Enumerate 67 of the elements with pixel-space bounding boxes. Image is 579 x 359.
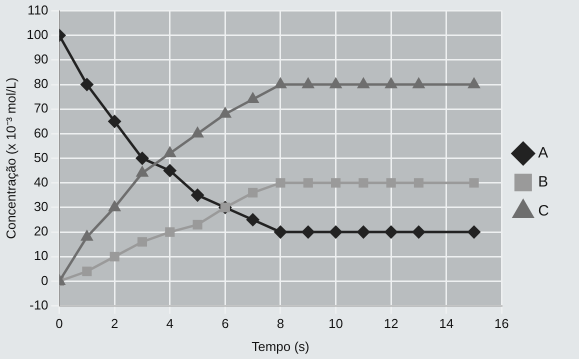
x-tick-label: 4 xyxy=(166,316,174,332)
point xyxy=(330,178,341,188)
point xyxy=(220,108,231,118)
y-tick-label: 30 xyxy=(34,199,48,214)
point xyxy=(468,78,480,88)
point xyxy=(80,78,94,91)
point xyxy=(248,188,258,198)
point xyxy=(357,226,370,238)
y-tick-label: 0 xyxy=(41,272,48,288)
point xyxy=(276,178,286,188)
y-tick-label: 20 xyxy=(34,224,48,239)
x-tick-label: 2 xyxy=(110,316,118,332)
point xyxy=(414,178,424,188)
y-tick-label: -10 xyxy=(29,297,48,312)
point xyxy=(137,237,148,247)
x-tick-label: 14 xyxy=(439,316,454,332)
point xyxy=(109,201,120,212)
y-tick-label: 100 xyxy=(26,26,48,42)
x-tick-label: 10 xyxy=(328,316,344,332)
point xyxy=(330,226,342,238)
y-tick-label: 40 xyxy=(34,174,48,190)
point xyxy=(191,188,204,202)
point xyxy=(302,226,314,238)
point xyxy=(136,166,148,177)
x-tick-label: 16 xyxy=(494,316,509,332)
point xyxy=(386,178,396,188)
point xyxy=(469,178,479,188)
point xyxy=(192,127,204,138)
x-tick-label: 8 xyxy=(276,316,284,332)
point xyxy=(165,227,175,237)
point xyxy=(246,214,260,226)
point xyxy=(274,226,287,238)
x-tick-label: 12 xyxy=(384,316,398,332)
point xyxy=(247,93,258,104)
y-tick-label: 70 xyxy=(34,100,48,116)
x-tick-label: 6 xyxy=(222,316,229,332)
legend-label: C xyxy=(538,202,550,220)
point xyxy=(192,220,202,230)
y-tick-label: 10 xyxy=(34,248,48,264)
point xyxy=(358,178,368,188)
legend-label: B xyxy=(538,174,548,191)
point xyxy=(274,78,286,88)
x-tick-label: 0 xyxy=(56,316,63,332)
y-tick-label: 50 xyxy=(34,150,48,165)
point xyxy=(164,147,176,158)
point xyxy=(164,164,176,177)
point xyxy=(330,78,342,88)
y-tick-label: 60 xyxy=(34,125,48,140)
point xyxy=(413,78,424,88)
point xyxy=(303,178,313,188)
legend-label: A xyxy=(538,144,548,162)
point xyxy=(136,152,148,165)
point xyxy=(384,226,398,238)
y-tick-label: 90 xyxy=(34,52,48,67)
point xyxy=(468,226,480,238)
y-tick-label: 110 xyxy=(28,2,48,18)
point xyxy=(108,115,121,128)
point xyxy=(412,226,425,238)
point xyxy=(385,78,397,88)
y-tick-label: 80 xyxy=(34,76,48,92)
point xyxy=(302,78,314,88)
point xyxy=(81,230,93,241)
x-axis-title: Tempo (s) xyxy=(252,338,310,354)
y-axis-title: Concentração (x 10⁻³ mol/L) xyxy=(3,78,18,240)
point xyxy=(110,252,120,262)
point xyxy=(358,78,370,88)
point xyxy=(82,266,92,276)
